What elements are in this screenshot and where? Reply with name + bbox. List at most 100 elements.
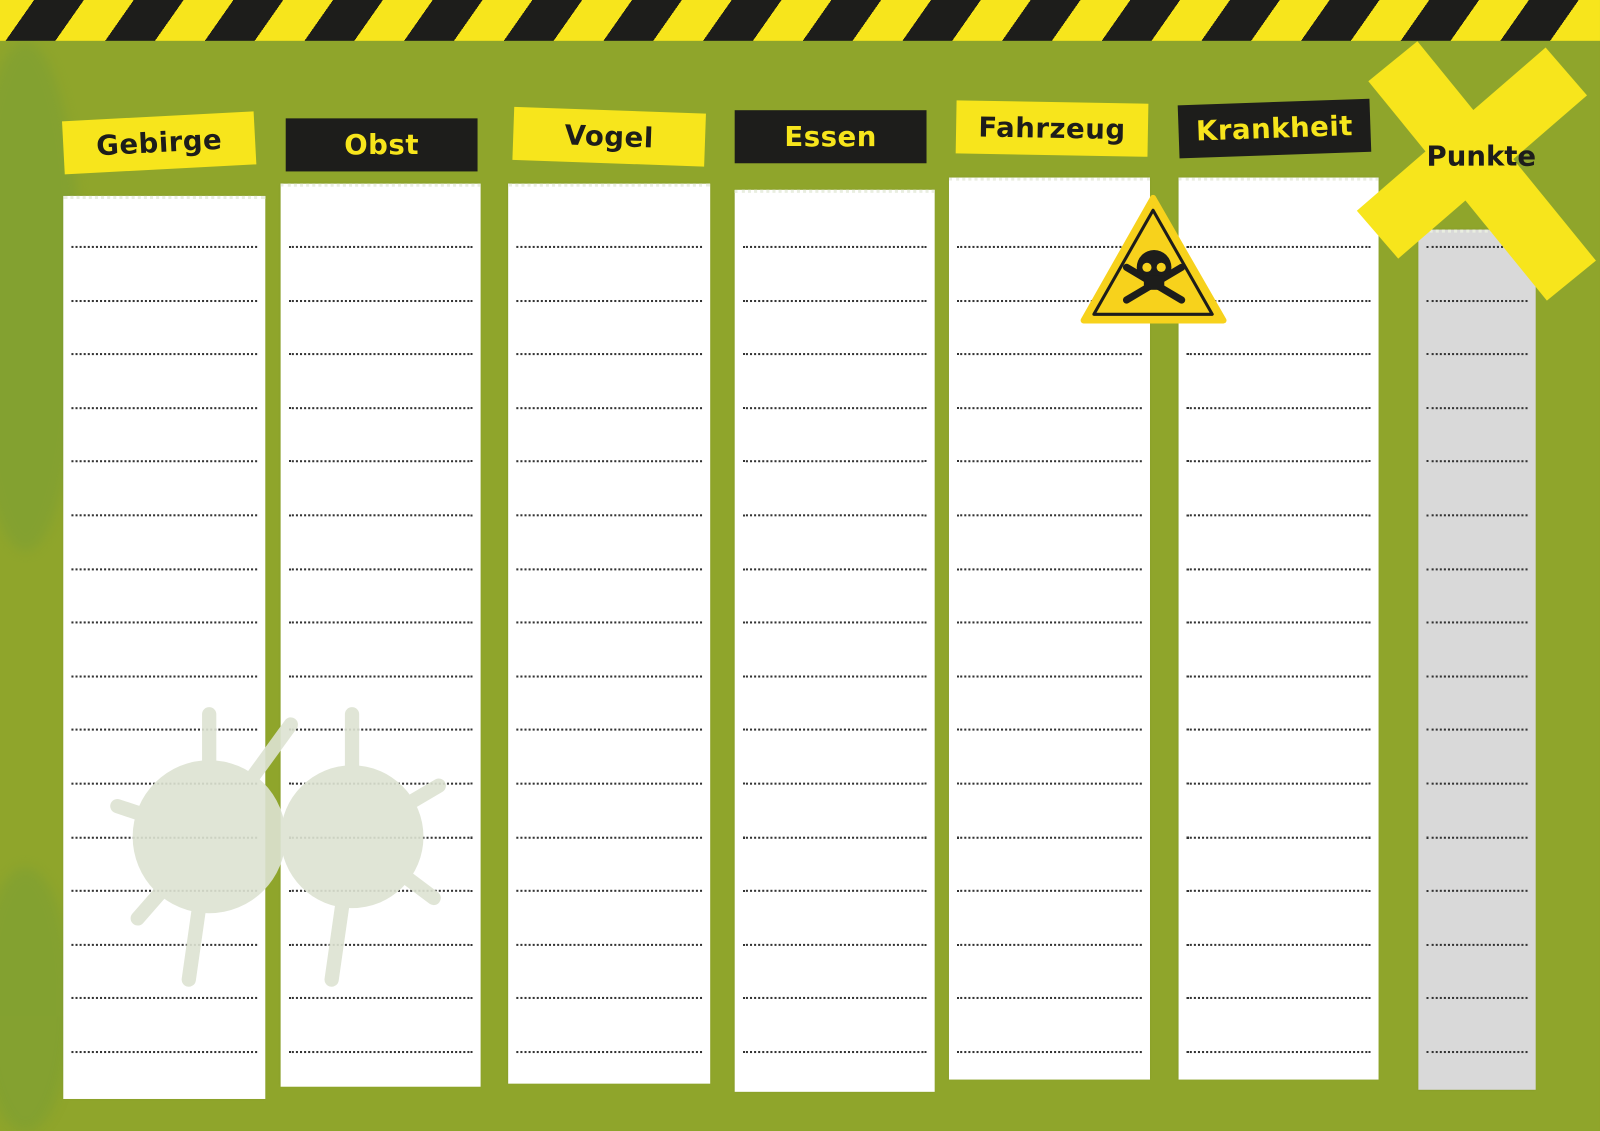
answer-line — [71, 514, 258, 517]
answer-line — [957, 782, 1142, 785]
answer-line — [957, 997, 1142, 1000]
answer-line — [1186, 621, 1371, 624]
answer-line — [288, 514, 473, 517]
answer-line — [516, 836, 703, 839]
answer-line — [288, 406, 473, 409]
answer-line — [1186, 943, 1371, 946]
header-label: Obst — [344, 129, 420, 161]
answer-line — [516, 245, 703, 248]
answer-line — [1186, 675, 1371, 678]
answer-line — [1186, 889, 1371, 893]
answer-line — [1426, 889, 1528, 893]
answer-line — [742, 836, 927, 839]
header-label: Vogel — [564, 119, 655, 155]
answer-line — [516, 675, 703, 678]
answer-line — [957, 943, 1142, 946]
answer-column-obst[interactable] — [280, 183, 481, 1087]
answer-line — [957, 728, 1142, 732]
points-column[interactable] — [1418, 229, 1536, 1090]
answer-line — [1426, 567, 1528, 570]
answer-line — [957, 460, 1142, 463]
answer-line — [742, 245, 927, 248]
answer-line — [516, 943, 703, 946]
header-krankheit: Krankheit — [1177, 98, 1372, 159]
answer-line — [516, 621, 703, 624]
answer-line — [516, 997, 703, 1000]
answer-line — [1186, 406, 1371, 409]
answer-line — [742, 621, 927, 624]
answer-line — [1426, 460, 1528, 463]
virus-icon — [110, 707, 446, 987]
answer-line — [516, 299, 703, 302]
answer-line — [288, 245, 473, 248]
answer-column-krankheit[interactable] — [1178, 177, 1379, 1080]
answer-column-essen[interactable] — [734, 189, 935, 1092]
answer-line — [957, 299, 1142, 302]
answer-line — [1186, 245, 1371, 248]
answer-line — [288, 460, 473, 463]
answer-line — [1426, 675, 1528, 678]
answer-line — [742, 406, 927, 409]
header-label: Krankheit — [1195, 110, 1354, 148]
header-label: Essen — [784, 120, 877, 153]
answer-line — [288, 675, 473, 678]
answer-line — [1186, 1051, 1371, 1054]
answer-line — [742, 728, 927, 732]
answer-line — [957, 406, 1142, 409]
answer-line — [742, 353, 927, 356]
answer-line — [1186, 567, 1371, 570]
answer-line — [71, 943, 258, 946]
answer-line — [742, 675, 927, 678]
answer-line — [288, 943, 473, 946]
answer-line — [1426, 406, 1528, 409]
answer-line — [1186, 782, 1371, 785]
answer-line — [957, 1051, 1142, 1054]
answer-line — [71, 621, 258, 624]
answer-line — [1426, 728, 1528, 732]
answer-line — [516, 460, 703, 463]
answer-line — [516, 353, 703, 356]
answer-line — [742, 889, 927, 893]
answer-line — [957, 621, 1142, 624]
answer-line — [1186, 299, 1371, 302]
answer-line — [288, 621, 473, 624]
answer-column-fahrzeug[interactable] — [948, 177, 1150, 1080]
answer-line — [71, 460, 258, 463]
header-vogel: Vogel — [512, 106, 706, 167]
answer-line — [957, 245, 1142, 248]
answer-line — [1426, 514, 1528, 517]
answer-line — [957, 514, 1142, 517]
header-gebirge: Gebirge — [62, 111, 257, 175]
answer-line — [288, 728, 473, 732]
answer-line — [71, 567, 258, 570]
grunge-texture — [0, 867, 72, 1131]
header-label: Gebirge — [95, 123, 223, 162]
answer-line — [288, 567, 473, 570]
answer-line — [1426, 782, 1528, 785]
answer-line — [1426, 353, 1528, 356]
answer-line — [288, 299, 473, 302]
answer-line — [742, 997, 927, 1000]
answer-line — [71, 997, 258, 1000]
answer-line — [957, 836, 1142, 839]
answer-line — [742, 782, 927, 785]
answer-line — [742, 567, 927, 570]
answer-line — [516, 514, 703, 517]
x-mark-icon — [1356, 41, 1596, 301]
header-essen: Essen — [734, 110, 927, 164]
answer-line — [1426, 299, 1528, 302]
answer-line — [71, 353, 258, 356]
answer-line — [742, 514, 927, 517]
answer-line — [516, 782, 703, 785]
answer-line — [742, 299, 927, 302]
header-fahrzeug: Fahrzeug — [955, 100, 1149, 157]
answer-line — [288, 997, 473, 1000]
answer-line — [1186, 728, 1371, 732]
hazard-stripe — [0, 0, 1600, 41]
answer-column-gebirge[interactable] — [63, 195, 266, 1099]
answer-line — [71, 245, 258, 248]
answer-column-vogel[interactable] — [508, 183, 711, 1084]
answer-line — [957, 567, 1142, 570]
answer-line — [71, 1051, 258, 1054]
